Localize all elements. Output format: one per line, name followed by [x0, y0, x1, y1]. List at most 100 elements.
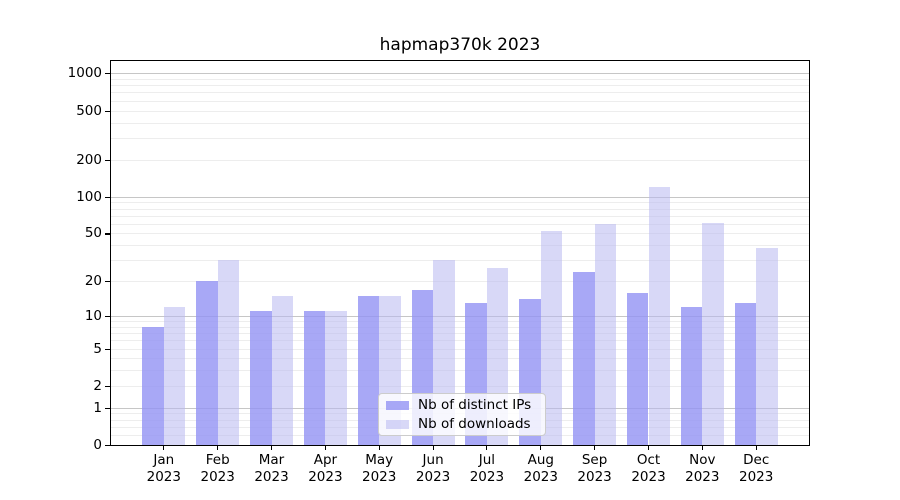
x-tick-label-mar: Mar 2023 — [240, 452, 304, 485]
bar-nb-of-downloads-feb — [217, 260, 240, 445]
x-tick-label-month: Dec — [743, 452, 770, 468]
y-tick-50 — [105, 233, 110, 235]
bar-nb-of-downloads-mar — [271, 295, 293, 445]
x-tick-label-year: 2023 — [415, 468, 451, 485]
y-tick-200 — [105, 159, 110, 161]
plot-border — [110, 60, 810, 446]
bar-nb-of-distinct-ips-may — [357, 295, 380, 445]
x-tick-label-jun: Jun 2023 — [401, 452, 465, 485]
y-tick-label-1000: 1000 — [67, 65, 102, 82]
x-tick-aug — [540, 445, 542, 450]
y-tick-label-500: 500 — [76, 102, 102, 119]
bar-nb-of-downloads-aug — [540, 231, 563, 445]
x-tick-label-apr: Apr 2023 — [293, 452, 357, 485]
y-tick-label-5: 5 — [93, 340, 102, 357]
y-gridline-minor — [111, 281, 809, 283]
y-gridline-major — [111, 316, 809, 317]
x-tick-label-aug: Aug 2023 — [509, 452, 573, 485]
x-tick-label-year: 2023 — [146, 468, 181, 485]
bar-nb-of-downloads-apr — [325, 311, 347, 445]
y-gridline-minor — [111, 122, 809, 124]
x-tick-label-may: May 2023 — [347, 452, 411, 485]
y-tick-20 — [105, 281, 110, 283]
y-gridline-minor — [111, 340, 809, 342]
x-tick-label-month: May — [365, 452, 394, 468]
x-tick-label-year: 2023 — [200, 468, 235, 485]
x-tick-label-year: 2023 — [469, 468, 505, 485]
y-gridline-minor — [111, 358, 809, 360]
bar-nb-of-distinct-ips-apr — [303, 311, 326, 445]
bar-nb-of-distinct-ips-feb — [196, 281, 218, 445]
bar-nb-of-downloads-oct — [648, 187, 670, 445]
y-tick-label-200: 200 — [76, 151, 102, 168]
y-gridline-minor — [111, 233, 809, 235]
y-gridline-minor — [111, 100, 809, 102]
y-gridline-minor — [111, 370, 809, 372]
y-tick-label-1: 1 — [93, 399, 102, 416]
y-gridline-major — [111, 73, 809, 75]
y-gridline-minor — [111, 85, 809, 87]
x-tick-label-year: 2023 — [577, 468, 612, 485]
x-tick-may — [378, 445, 380, 450]
y-gridline-minor — [111, 245, 809, 247]
bar-nb-of-distinct-ips-mar — [250, 311, 272, 445]
bar-nb-of-downloads-jan — [163, 307, 186, 445]
y-tick-label-50: 50 — [84, 225, 102, 242]
x-tick-label-dec: Dec 2023 — [724, 452, 788, 485]
x-tick-feb — [217, 445, 219, 450]
y-gridline-minor — [111, 215, 809, 217]
y-tick-label-100: 100 — [76, 188, 102, 205]
x-tick-label-month: Feb — [205, 452, 230, 468]
legend-label-distinct-ips: Nb of distinct IPs — [418, 397, 532, 413]
x-tick-label-month: Aug — [527, 452, 554, 468]
legend-item-downloads: Nb of downloads — [386, 416, 545, 432]
legend-label-downloads: Nb of downloads — [418, 416, 531, 432]
y-tick-500 — [105, 110, 110, 112]
x-tick-label-jan: Jan 2023 — [132, 452, 196, 485]
x-tick-label-month: Apr — [313, 452, 338, 468]
y-gridline-minor — [111, 137, 809, 139]
x-tick-label-month: Jul — [478, 452, 496, 468]
y-tick-5 — [105, 348, 110, 350]
x-tick-jan — [163, 445, 165, 450]
x-tick-label-month: Oct — [636, 452, 661, 468]
y-tick-1 — [105, 407, 110, 409]
bar-nb-of-distinct-ips-sep — [573, 271, 595, 445]
x-tick-label-year: 2023 — [308, 468, 343, 485]
bar-nb-of-distinct-ips-dec — [734, 303, 757, 445]
y-tick-label-2: 2 — [93, 377, 102, 394]
x-tick-jun — [432, 445, 434, 450]
y-gridline-minor — [111, 223, 809, 225]
bar-nb-of-downloads-nov — [702, 222, 724, 445]
y-gridline-minor — [111, 110, 809, 112]
y-gridline-minor — [111, 202, 809, 204]
legend-item-distinct-ips: Nb of distinct IPs — [386, 397, 545, 413]
x-tick-apr — [324, 445, 326, 450]
x-tick-oct — [647, 445, 650, 450]
x-tick-label-feb: Feb 2023 — [186, 452, 250, 485]
x-tick-label-year: 2023 — [254, 468, 289, 485]
x-tick-label-month: Nov — [689, 452, 716, 468]
y-gridline-major — [111, 196, 809, 198]
bar-nb-of-downloads-sep — [594, 223, 617, 445]
y-gridline-minor — [111, 208, 809, 210]
bar-nb-of-distinct-ips-oct — [626, 292, 649, 445]
y-tick-2 — [105, 385, 110, 388]
x-tick-label-oct: Oct 2023 — [617, 452, 681, 485]
bar-nb-of-distinct-ips-nov — [680, 307, 703, 445]
x-tick-label-month: Jan — [153, 452, 175, 468]
x-tick-label-month: Jun — [422, 452, 444, 468]
y-gridline-minor — [111, 260, 809, 262]
x-tick-label-year: 2023 — [362, 468, 397, 485]
x-tick-label-month: Sep — [581, 452, 608, 468]
legend: Nb of distinct IPs Nb of downloads — [378, 393, 546, 436]
y-gridline-minor — [111, 321, 809, 323]
x-tick-nov — [701, 445, 703, 450]
x-tick-label-year: 2023 — [631, 468, 666, 485]
y-tick-label-20: 20 — [84, 273, 102, 290]
x-tick-label-month: Mar — [258, 452, 285, 468]
y-gridline-minor — [111, 326, 809, 328]
x-tick-label-year: 2023 — [685, 468, 720, 485]
y-tick-0 — [105, 445, 110, 447]
y-gridline-minor — [111, 78, 809, 80]
